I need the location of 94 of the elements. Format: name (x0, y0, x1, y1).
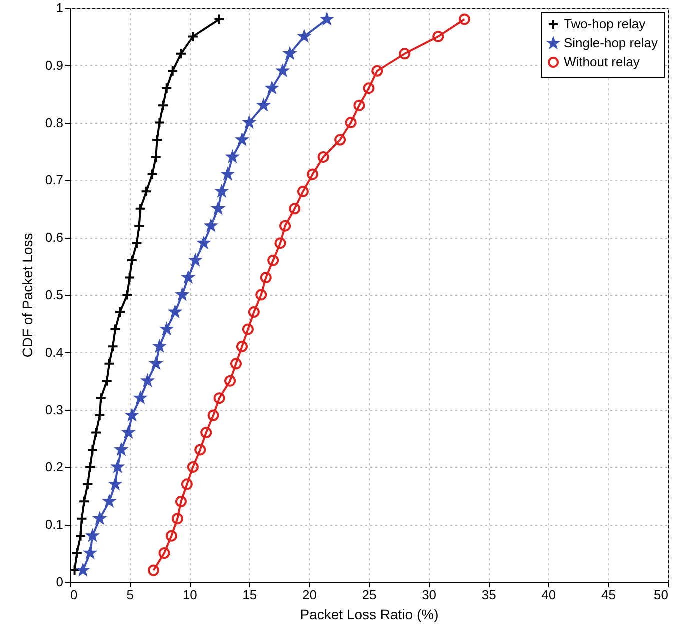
point (181, 478, 193, 490)
y-tick-label: 0.6 (45, 230, 64, 246)
point (372, 65, 384, 77)
point (194, 444, 206, 456)
y-tick-label: 0.2 (45, 460, 64, 475)
point (200, 427, 212, 438)
point (161, 82, 173, 94)
y-tick-label: 0.1 (45, 517, 64, 532)
point (146, 168, 158, 180)
point (297, 186, 309, 198)
x-axis-title: Packet Loss Ratio (%) (300, 606, 439, 622)
legend-label: Without relay (564, 54, 640, 70)
point (242, 324, 254, 336)
point (274, 238, 286, 250)
y-tick-label: 0.8 (45, 115, 64, 130)
x-tick-label: 40 (542, 588, 556, 602)
point (175, 48, 187, 60)
x-tick-label: 25 (362, 588, 377, 602)
point (101, 375, 113, 387)
y-tick-label: 1 (56, 0, 64, 16)
point (289, 203, 301, 215)
x-tick-label: 50 (654, 588, 668, 602)
point (76, 513, 88, 525)
y-tick-label: 0.4 (45, 344, 64, 360)
y-tick-label: 0.7 (45, 172, 64, 188)
point (148, 564, 160, 576)
x-tick-label: 45 (601, 588, 616, 602)
point (152, 134, 164, 146)
point (256, 289, 268, 301)
point (94, 410, 106, 422)
x-tick-label: 20 (302, 588, 317, 602)
point (363, 82, 375, 94)
point (126, 254, 138, 266)
point (224, 375, 236, 387)
x-tick-label: 0 (70, 588, 78, 602)
point (307, 168, 319, 180)
point (166, 530, 178, 542)
point (140, 186, 152, 198)
point (318, 152, 330, 163)
point (280, 220, 292, 232)
point (104, 358, 116, 370)
point (82, 478, 94, 490)
point (399, 48, 411, 60)
y-tick-label: 0.5 (45, 288, 64, 302)
point (84, 461, 96, 473)
point (208, 410, 220, 422)
point (134, 220, 146, 232)
point (90, 427, 102, 439)
point (124, 272, 136, 284)
point (170, 306, 181, 318)
point (248, 306, 260, 318)
x-tick-label: 35 (482, 588, 496, 602)
point (214, 392, 226, 404)
point (260, 272, 272, 284)
point (134, 203, 146, 215)
legend-label: Single-hop relay (564, 36, 658, 50)
y-axis-title: CDF of Packet Loss (19, 233, 36, 358)
legend-label: Two-hop relay (564, 16, 646, 32)
point (107, 340, 119, 352)
point (114, 306, 126, 318)
point (167, 65, 179, 77)
point (150, 151, 162, 163)
x-tick-label: 30 (422, 588, 437, 602)
point (258, 100, 270, 110)
point (158, 548, 170, 560)
point (110, 324, 122, 336)
point (432, 30, 444, 42)
point (172, 513, 184, 525)
x-tick-label: 5 (126, 588, 134, 602)
point (230, 358, 242, 370)
point (78, 496, 90, 508)
point (458, 14, 470, 26)
point (158, 100, 170, 112)
point (95, 392, 107, 404)
point (175, 496, 187, 508)
point (345, 117, 357, 129)
point (131, 238, 143, 250)
point (236, 340, 248, 352)
point (187, 461, 199, 473)
point (214, 14, 226, 26)
x-tick-label: 15 (242, 588, 258, 602)
point (71, 548, 83, 560)
point (334, 134, 346, 146)
y-tick-label: 0.3 (45, 402, 64, 418)
point (268, 254, 280, 266)
y-tick-label: 0 (56, 574, 64, 590)
point (75, 530, 87, 542)
y-tick-label: 0.9 (45, 58, 64, 73)
point (122, 289, 134, 301)
point (154, 117, 166, 129)
point (187, 30, 199, 42)
point (86, 444, 98, 456)
point (354, 100, 366, 112)
x-tick-label: 10 (182, 588, 198, 602)
